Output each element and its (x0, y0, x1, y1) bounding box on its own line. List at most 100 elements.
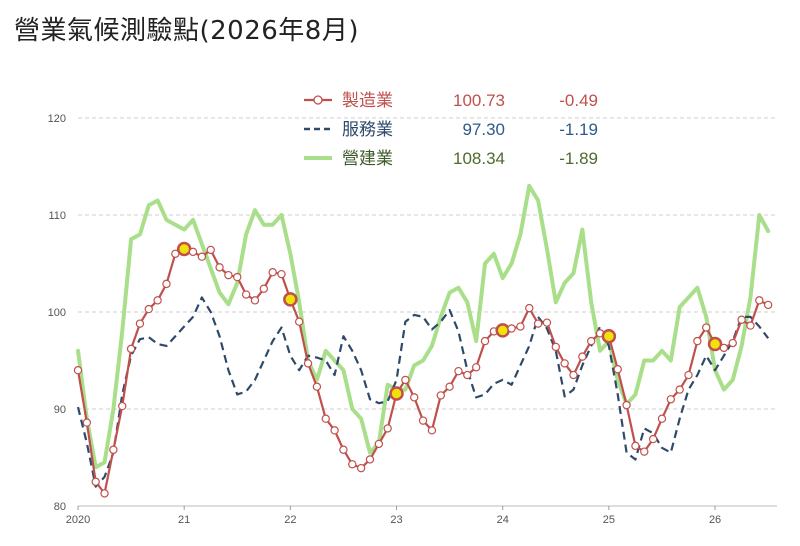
data-point (339, 445, 348, 454)
data-point (586, 336, 596, 346)
data-point (233, 272, 242, 282)
data-point (241, 290, 251, 299)
data-point (719, 343, 729, 353)
data-point (755, 296, 764, 305)
data-point (144, 304, 153, 314)
highlight-point (176, 241, 192, 257)
x-tick-label: 26 (709, 514, 721, 526)
data-point (746, 321, 755, 330)
data-point (454, 366, 463, 376)
data-point (533, 319, 543, 328)
data-point (215, 263, 224, 272)
data-point (356, 463, 366, 473)
data-point (73, 366, 83, 375)
data-point (118, 401, 127, 411)
data-point (295, 317, 304, 326)
data-point (91, 477, 100, 486)
data-point (401, 375, 410, 385)
data-point (100, 489, 109, 498)
legend-value-manufacturing: 100.73 (453, 91, 505, 110)
series-line-manufacturing (76, 247, 769, 495)
grid (78, 117, 777, 410)
data-point (82, 418, 92, 427)
x-tick-label: 25 (603, 514, 615, 526)
data-point (560, 359, 569, 368)
data-point (763, 300, 773, 310)
data-point (578, 352, 587, 361)
data-point (613, 365, 622, 374)
legend-item-services: 服務業 97.30 -1.19 (304, 120, 598, 140)
legend-marker-manufacturing (313, 95, 323, 105)
data-point (197, 252, 207, 261)
data-point (675, 385, 684, 394)
data-point (330, 426, 339, 435)
data-point (436, 391, 445, 400)
data-point (480, 336, 490, 346)
legend-change-construction: -1.89 (559, 149, 598, 168)
data-point (259, 284, 269, 293)
data-point (109, 445, 118, 454)
legend-value-services: 97.30 (462, 120, 505, 139)
data-point (206, 245, 215, 255)
data-point (374, 439, 384, 449)
x-tick-label: 2020 (66, 514, 90, 526)
x-tick-label: 21 (178, 514, 190, 526)
legend-name-manufacturing: 製造業 (342, 91, 393, 111)
data-point (525, 303, 534, 313)
data-point (569, 370, 578, 380)
data-point (622, 400, 631, 410)
data-point (666, 395, 676, 404)
data-point (631, 441, 640, 451)
page-title: 營業氣候測驗點(2026年8月) (14, 16, 359, 46)
legend: 製造業 100.73 -0.49 服務業 97.30 -1.19 營建業 108… (304, 91, 598, 169)
data-point (126, 344, 136, 354)
data-point (702, 323, 711, 332)
data-point (135, 319, 145, 328)
data-point (516, 322, 525, 331)
data-point (162, 279, 171, 289)
axes: 80 90 100 110 120 2020 21 22 23 24 25 26 (48, 113, 777, 526)
y-tick-label: 80 (54, 501, 66, 513)
highlight-point (495, 323, 510, 338)
data-point (551, 342, 560, 352)
data-point (657, 414, 667, 423)
data-point (383, 424, 392, 433)
legend-item-manufacturing: 製造業 100.73 -0.49 (304, 91, 598, 111)
x-tick-label: 24 (497, 514, 509, 526)
data-point (471, 363, 481, 372)
data-point (737, 315, 746, 324)
series-services (76, 296, 770, 488)
data-point (684, 370, 693, 380)
data-point (445, 382, 454, 391)
data-point (153, 296, 162, 305)
highlight-point (389, 386, 404, 401)
x-tick-label: 22 (284, 514, 296, 526)
series-line-services (76, 296, 770, 488)
data-point (224, 270, 233, 280)
y-tick-label: 100 (48, 307, 66, 319)
series-construction (76, 183, 771, 470)
legend-change-manufacturing: -0.49 (559, 91, 598, 110)
series-line-construction (76, 183, 771, 470)
data-point (418, 416, 428, 425)
data-point (728, 338, 737, 348)
data-point (648, 434, 658, 444)
data-point (312, 382, 322, 391)
data-point (410, 393, 419, 402)
highlight-point (283, 292, 298, 307)
data-point (507, 324, 516, 333)
legend-change-services: -1.19 (559, 120, 598, 139)
series-manufacturing (73, 241, 773, 498)
data-point (365, 455, 375, 464)
data-point (693, 336, 702, 346)
highlight-point (707, 336, 723, 352)
legend-name-construction: 營建業 (342, 149, 393, 169)
data-point (427, 426, 437, 435)
data-point (250, 296, 260, 305)
data-point (277, 269, 286, 279)
legend-value-construction: 108.34 (453, 149, 505, 168)
legend-item-construction: 營建業 108.34 -1.89 (304, 149, 598, 169)
x-tick-label: 23 (390, 514, 402, 526)
legend-name-services: 服務業 (342, 120, 393, 140)
